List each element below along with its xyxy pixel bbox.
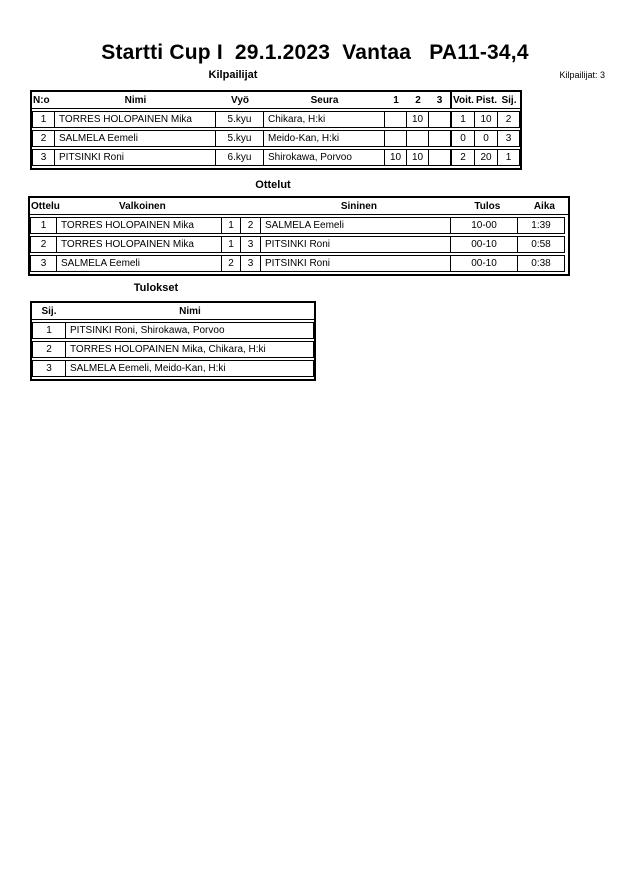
cell-round1 xyxy=(385,130,407,147)
column-header-pist: Pist. xyxy=(475,94,498,106)
column-header-sij: Sij. xyxy=(501,94,517,106)
cell-aika: 0:38 xyxy=(518,255,565,272)
tulokset-section-heading: Tulokset xyxy=(133,282,179,294)
ottelut-row-2: 2 TORRES HOLOPAINEN Mika 1 3 PITSINKI Ro… xyxy=(30,236,568,253)
cell-white-number: 1 xyxy=(222,236,241,253)
cell-blue-number: 3 xyxy=(241,255,261,272)
kilpailijat-table: N:o Nimi Vyö Seura 1 2 3 Voit. Pist. Sij… xyxy=(30,90,522,170)
column-header-nimi: Nimi xyxy=(179,305,201,317)
kilpailijat-section-heading: Kilpailijat xyxy=(208,69,258,81)
cell-sij: 1 xyxy=(32,322,66,339)
cell-round2 xyxy=(407,130,429,147)
cell-sij: 2 xyxy=(32,341,66,358)
cell-round2: 10 xyxy=(407,149,429,166)
ottelut-section-heading: Ottelut xyxy=(255,179,291,191)
cell-white-number: 1 xyxy=(222,217,241,234)
tulokset-header-row: Sij. Nimi xyxy=(32,303,314,320)
cell-sij: 3 xyxy=(498,130,520,147)
cell-round3 xyxy=(429,130,450,147)
cell-vyo: 5.kyu xyxy=(216,111,264,128)
cell-nimi: PITSINKI Roni, Shirokawa, Porvoo xyxy=(66,322,314,339)
cell-round2: 10 xyxy=(407,111,429,128)
cell-nimi: TORRES HOLOPAINEN Mika xyxy=(55,111,216,128)
cell-pist: 0 xyxy=(475,130,498,147)
column-header-round3: 3 xyxy=(436,94,443,106)
ottelut-row-3: 3 SALMELA Eemeli 2 3 PITSINKI Roni 00-10… xyxy=(30,255,568,272)
cell-white-number: 2 xyxy=(222,255,241,272)
cell-pist: 10 xyxy=(475,111,498,128)
kilpailijat-header-row: N:o Nimi Vyö Seura 1 2 3 Voit. Pist. Sij… xyxy=(32,92,520,109)
column-header-no: N:o xyxy=(33,94,50,106)
cell-valkoinen: SALMELA Eemeli xyxy=(57,255,222,272)
column-header-vyo: Vyö xyxy=(231,94,249,106)
cell-seura: Shirokawa, Porvoo xyxy=(264,149,385,166)
cell-valkoinen: TORRES HOLOPAINEN Mika xyxy=(57,236,222,253)
tulokset-row-1: 1 PITSINKI Roni, Shirokawa, Porvoo xyxy=(32,322,314,339)
cell-sij: 3 xyxy=(32,360,66,377)
tulokset-row-3: 3 SALMELA Eemeli, Meido-Kan, H:ki xyxy=(32,360,314,377)
tulokset-row-2: 2 TORRES HOLOPAINEN Mika, Chikara, H:ki xyxy=(32,341,314,358)
column-header-nimi: Nimi xyxy=(124,94,147,106)
cell-match-number: 1 xyxy=(30,217,57,234)
ottelut-header-row: Ottelu Valkoinen Sininen Tulos Aika xyxy=(30,198,568,215)
cell-vyo: 5.kyu xyxy=(216,130,264,147)
column-header-round2: 2 xyxy=(415,94,421,106)
ottelut-row-1: 1 TORRES HOLOPAINEN Mika 1 2 SALMELA Eem… xyxy=(30,217,568,234)
column-header-blue-number xyxy=(244,198,264,214)
page-title: Startti Cup I 29.1.2023 Vantaa PA11-34,4 xyxy=(101,41,529,64)
competitor-count-label: Kilpailijat: 3 xyxy=(559,70,605,80)
column-header-seura: Seura xyxy=(310,94,339,106)
cell-sininen: PITSINKI Roni xyxy=(261,255,451,272)
tulokset-table: Sij. Nimi 1 PITSINKI Roni, Shirokawa, Po… xyxy=(30,301,316,381)
cell-seura: Chikara, H:ki xyxy=(264,111,385,128)
column-header-round1: 1 xyxy=(393,94,399,106)
cell-round3 xyxy=(429,111,450,128)
cell-sininen: SALMELA Eemeli xyxy=(261,217,451,234)
cell-nimi: TORRES HOLOPAINEN Mika, Chikara, H:ki xyxy=(66,341,314,358)
column-header-ottelu: Ottelu xyxy=(31,200,60,212)
cell-pist: 20 xyxy=(475,149,498,166)
kilpailijat-row-1: 1 TORRES HOLOPAINEN Mika 5.kyu Chikara, … xyxy=(32,111,520,128)
column-header-sij: Sij. xyxy=(41,305,57,317)
cell-sij: 1 xyxy=(498,149,520,166)
cell-seura: Meido-Kan, H:ki xyxy=(264,130,385,147)
cell-sininen: PITSINKI Roni xyxy=(261,236,451,253)
column-header-tulos: Tulos xyxy=(474,200,501,212)
column-header-sininen: Sininen xyxy=(340,200,377,212)
cell-aika: 0:58 xyxy=(518,236,565,253)
kilpailijat-row-2: 2 SALMELA Eemeli 5.kyu Meido-Kan, H:ki 0… xyxy=(32,130,520,147)
cell-round1: 10 xyxy=(385,149,407,166)
column-header-aika: Aika xyxy=(533,200,555,212)
cell-sij: 2 xyxy=(498,111,520,128)
ottelut-table: Ottelu Valkoinen Sininen Tulos Aika 1 TO… xyxy=(28,196,570,276)
cell-valkoinen: TORRES HOLOPAINEN Mika xyxy=(57,217,222,234)
cell-round1 xyxy=(385,111,407,128)
cell-match-number: 2 xyxy=(30,236,57,253)
cell-voit: 0 xyxy=(450,130,475,147)
cell-tulos: 00-10 xyxy=(451,236,518,253)
kilpailijat-row-3: 3 PITSINKI Roni 6.kyu Shirokawa, Porvoo … xyxy=(32,149,520,166)
cell-tulos: 00-10 xyxy=(451,255,518,272)
column-header-valkoinen: Valkoinen xyxy=(119,200,166,212)
cell-blue-number: 2 xyxy=(241,217,261,234)
column-header-white-number xyxy=(225,198,244,214)
cell-nimi: PITSINKI Roni xyxy=(55,149,216,166)
cell-blue-number: 3 xyxy=(241,236,261,253)
cell-no: 1 xyxy=(32,111,55,128)
cell-round3 xyxy=(429,149,450,166)
cell-nimi: SALMELA Eemeli xyxy=(55,130,216,147)
cell-vyo: 6.kyu xyxy=(216,149,264,166)
cell-tulos: 10-00 xyxy=(451,217,518,234)
cell-voit: 2 xyxy=(450,149,475,166)
cell-nimi: SALMELA Eemeli, Meido-Kan, H:ki xyxy=(66,360,314,377)
cell-no: 2 xyxy=(32,130,55,147)
cell-aika: 1:39 xyxy=(518,217,565,234)
column-header-voit: Voit. xyxy=(450,92,475,108)
cell-no: 3 xyxy=(32,149,55,166)
cell-match-number: 3 xyxy=(30,255,57,272)
cell-voit: 1 xyxy=(450,111,475,128)
